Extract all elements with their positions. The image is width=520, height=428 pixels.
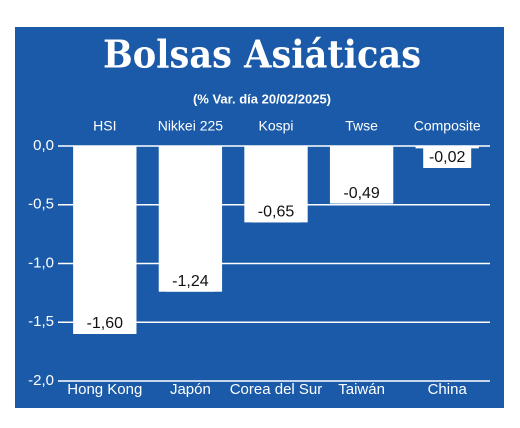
value-label-box (337, 183, 386, 204)
y-tick-label: 0,0 (33, 137, 54, 154)
value-label-box (80, 314, 129, 334)
value-label-box (166, 271, 215, 292)
x-tick-label: Hong Kong (67, 381, 142, 398)
x-tick-label: China (428, 381, 468, 398)
y-tick-label: -2,0 (28, 372, 54, 389)
chart-subtitle: (% Var. día 20/02/2025) (193, 91, 331, 106)
value-label-box (252, 202, 300, 223)
y-tick-label: -1,5 (28, 313, 54, 330)
y-tick-label: -1,0 (28, 254, 54, 271)
bar (73, 146, 137, 334)
value-label: -1,24 (172, 273, 209, 290)
value-label-box (423, 148, 472, 168)
index-label: Kospi (258, 118, 293, 134)
value-label: -0,02 (429, 149, 466, 166)
index-label: Nikkei 225 (158, 118, 224, 134)
x-tick-label: Corea del Sur (230, 381, 323, 398)
x-tick-label: Japón (170, 381, 211, 398)
x-tick-label: Taiwán (338, 381, 385, 398)
index-label: Composite (414, 118, 481, 134)
bar (158, 146, 223, 292)
index-label: Twse (345, 118, 378, 134)
chart-title: Bolsas Asiáticas (103, 32, 421, 77)
value-label: -0,49 (343, 185, 380, 202)
value-label: -0,65 (258, 204, 295, 221)
bar (415, 146, 479, 149)
y-tick-label: -0,5 (28, 196, 54, 213)
index-label: HSI (93, 118, 116, 134)
value-label: -1,60 (87, 315, 124, 332)
